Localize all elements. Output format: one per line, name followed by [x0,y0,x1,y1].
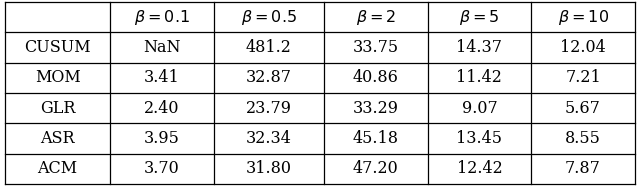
Text: 481.2: 481.2 [246,39,292,56]
Text: 9.07: 9.07 [461,100,497,117]
Text: 3.95: 3.95 [144,130,180,147]
Text: 33.75: 33.75 [353,39,399,56]
Text: GLR: GLR [40,100,76,117]
Text: 3.70: 3.70 [144,160,180,177]
Text: 3.41: 3.41 [144,69,180,86]
Text: 23.79: 23.79 [246,100,292,117]
Text: ACM: ACM [38,160,77,177]
Text: 13.45: 13.45 [456,130,502,147]
Text: 11.42: 11.42 [456,69,502,86]
Text: 7.87: 7.87 [565,160,601,177]
Text: $\beta = 0.5$: $\beta = 0.5$ [241,8,297,27]
Text: 12.42: 12.42 [456,160,502,177]
Text: $\beta = 0.1$: $\beta = 0.1$ [134,8,190,27]
Text: 12.04: 12.04 [560,39,606,56]
Text: ASR: ASR [40,130,75,147]
Text: 2.40: 2.40 [144,100,180,117]
Text: 45.18: 45.18 [353,130,399,147]
Text: 32.87: 32.87 [246,69,292,86]
Text: MOM: MOM [35,69,81,86]
Text: 47.20: 47.20 [353,160,399,177]
Text: NaN: NaN [143,39,180,56]
Text: 32.34: 32.34 [246,130,292,147]
Text: 31.80: 31.80 [246,160,292,177]
Text: 7.21: 7.21 [565,69,601,86]
Text: 33.29: 33.29 [353,100,399,117]
Text: 8.55: 8.55 [565,130,601,147]
Text: $\beta = 10$: $\beta = 10$ [557,8,609,27]
Text: CUSUM: CUSUM [24,39,91,56]
Text: $\beta = 2$: $\beta = 2$ [356,8,396,27]
Text: 40.86: 40.86 [353,69,399,86]
Text: 5.67: 5.67 [565,100,601,117]
Text: $\beta = 5$: $\beta = 5$ [459,8,500,27]
Text: 14.37: 14.37 [456,39,502,56]
